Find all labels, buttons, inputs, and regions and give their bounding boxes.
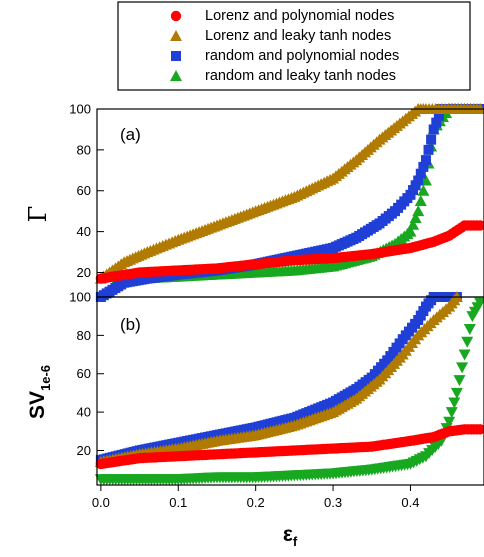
data-point-random-and-leaky-tanh-nodes-125 xyxy=(463,323,476,335)
y-tick-label: 100 xyxy=(69,290,91,305)
y-tick-label: 40 xyxy=(77,224,91,239)
panel-a-y-ticks: 20 40 60 80 100 xyxy=(69,102,104,280)
y-tick-label: 60 xyxy=(77,183,91,198)
data-point-random-and-polynomial-nodes-108 xyxy=(415,168,426,179)
data-point-random-and-leaky-tanh-nodes-123 xyxy=(458,349,471,361)
data-point-random-and-polynomial-nodes-115 xyxy=(433,110,444,121)
data-point-random-and-leaky-tanh-nodes-100 xyxy=(407,218,420,230)
y-tick-label: 20 xyxy=(77,443,91,458)
panel-b-x-ticks: 0.0 0.1 0.2 0.3 0.4 xyxy=(92,485,420,510)
panel-b-y-axis-label-subscript: 1e-6 xyxy=(38,365,53,391)
y-tick-label: 60 xyxy=(77,366,91,381)
data-point-random-and-leaky-tanh-nodes-129 xyxy=(474,297,484,309)
panel-b-y-axis-label-text: SV1e-6 xyxy=(26,365,53,419)
data-point-random-and-polynomial-nodes-113 xyxy=(428,124,439,135)
data-point-random-and-leaky-tanh-nodes-101 xyxy=(409,211,422,223)
legend-marker-1 xyxy=(170,10,182,22)
panel-a-label: (a) xyxy=(120,125,141,144)
data-point-random-and-polynomial-nodes-114 xyxy=(431,117,442,128)
y-tick-label: 20 xyxy=(77,265,91,280)
panel-b-y-ticks: 20 40 60 80 100 xyxy=(69,290,104,458)
panel-a-y-axis-label: Γ xyxy=(24,206,52,223)
x-tick-label: 0.3 xyxy=(324,495,342,510)
legend-marker-3 xyxy=(171,51,181,61)
data-point-random-and-leaky-tanh-nodes-99 xyxy=(404,225,417,237)
data-point-random-and-leaky-tanh-nodes-122 xyxy=(456,362,469,374)
legend-label-4: random and leaky tanh nodes xyxy=(205,68,396,84)
data-point-random-and-leaky-tanh-nodes-102 xyxy=(412,205,425,217)
legend-label-2: Lorenz and leaky tanh nodes xyxy=(205,28,391,44)
x-tick-label: 0.4 xyxy=(401,495,419,510)
data-point-random-and-leaky-tanh-nodes-118 xyxy=(445,407,458,419)
panel-b-y-axis-label: SV1e-6 xyxy=(26,365,53,419)
x-axis-label: εf xyxy=(283,523,298,549)
legend-marker-2 xyxy=(170,30,182,41)
data-point-random-and-polynomial-nodes-107 xyxy=(413,175,424,186)
x-axis-label-subscript: f xyxy=(293,534,298,549)
legend-label-3: random and polynomial nodes xyxy=(205,48,399,64)
panel-b: 20 40 60 80 100 0.0 0.1 0.2 0.3 0.4 (b) SV1e-6 ε… xyxy=(26,290,484,549)
data-point-random-and-leaky-tanh-nodes-117 xyxy=(443,416,456,428)
data-point-random-and-leaky-tanh-nodes-103 xyxy=(414,194,427,206)
y-tick-label: 40 xyxy=(77,405,91,420)
data-point-lorenz-and-polynomial-nodes-127 xyxy=(474,424,484,435)
panel-b-frame xyxy=(96,296,484,486)
data-point-random-and-polynomial-nodes-110 xyxy=(420,155,431,166)
data-point-random-and-leaky-tanh-nodes-120 xyxy=(450,387,463,399)
x-tick-label: 0.0 xyxy=(92,495,110,510)
panel-b-label: (b) xyxy=(120,315,141,334)
data-point-random-and-polynomial-nodes-109 xyxy=(418,161,429,172)
legend-marker-4 xyxy=(170,70,182,81)
data-point-random-and-leaky-tanh-nodes-119 xyxy=(448,397,461,409)
y-tick-label: 80 xyxy=(77,328,91,343)
x-axis-label-main: ε xyxy=(283,523,293,546)
panel-b-y-axis-label-main: SV xyxy=(26,391,49,419)
x-tick-label: 0.2 xyxy=(247,495,265,510)
legend: Lorenz and polynomial nodes Lorenz and l… xyxy=(117,1,471,91)
panel-a-points xyxy=(94,103,484,302)
data-point-random-and-polynomial-nodes-111 xyxy=(423,144,434,155)
data-point-random-and-leaky-tanh-nodes-124 xyxy=(461,336,474,348)
data-point-random-and-polynomial-nodes-112 xyxy=(426,134,437,145)
legend-markers xyxy=(170,10,182,81)
panel-b-points xyxy=(94,291,484,486)
data-point-random-and-leaky-tanh-nodes-121 xyxy=(453,375,466,387)
y-tick-label: 80 xyxy=(77,142,91,157)
x-tick-label: 0.1 xyxy=(169,495,187,510)
data-point-lorenz-and-polynomial-nodes-127 xyxy=(474,220,484,231)
y-tick-label: 100 xyxy=(69,102,91,117)
data-point-random-and-leaky-tanh-nodes-104 xyxy=(417,184,430,196)
legend-label-1: Lorenz and polynomial nodes xyxy=(205,8,394,24)
panel-a: 20 40 60 80 100 (a) Γ xyxy=(24,102,484,302)
